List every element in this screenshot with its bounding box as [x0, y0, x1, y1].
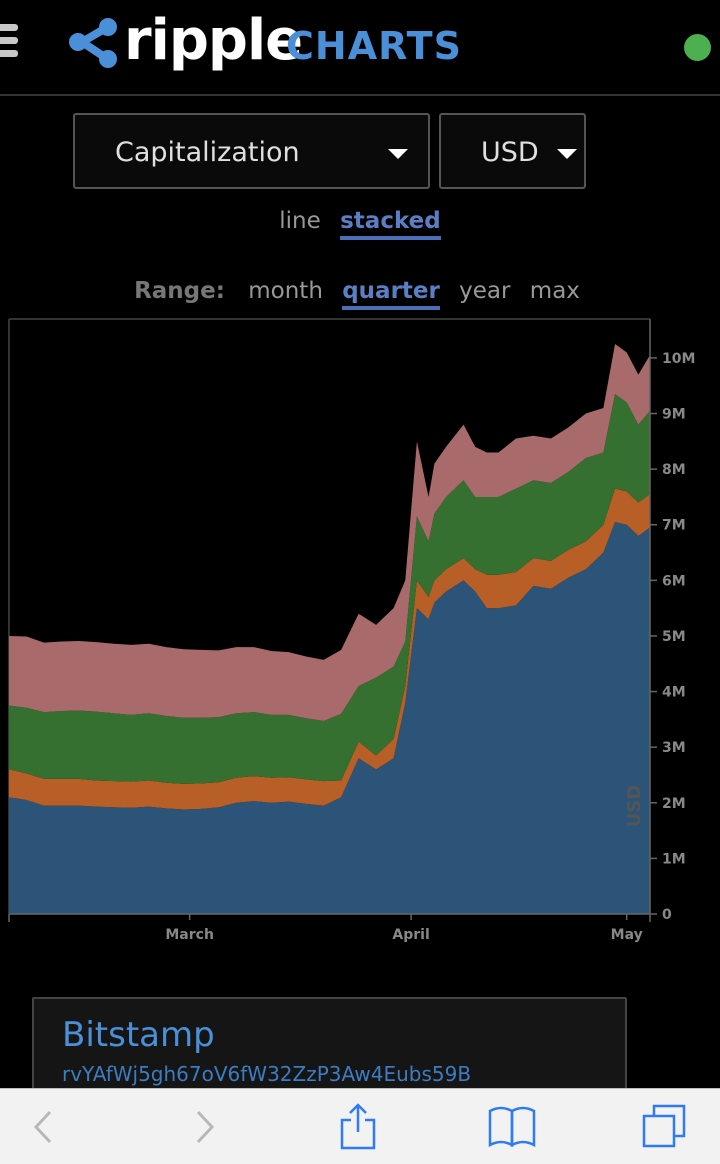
range-label: Range:: [134, 278, 225, 304]
series-area-1: [9, 521, 650, 914]
mode-line[interactable]: line: [279, 208, 321, 234]
metric-select[interactable]: Capitalization: [73, 113, 430, 189]
back-icon[interactable]: [14, 1089, 74, 1164]
bookmarks-icon[interactable]: [482, 1089, 542, 1164]
y-tick-label: 8M: [662, 462, 686, 478]
y-tick-label: 10M: [662, 351, 695, 367]
ripple-logo-icon: [69, 18, 117, 68]
range-month[interactable]: month: [248, 278, 323, 304]
x-tick-label: March: [165, 927, 214, 943]
y-tick-label: 3M: [662, 740, 686, 756]
y-tick-label: 9M: [662, 407, 686, 423]
hamburger-icon[interactable]: [0, 24, 18, 68]
browser-toolbar: [0, 1088, 720, 1164]
chart-svg: 0 1M 2M 3M 4M 5M 6M 7M 8M 9M 10M USD March April May: [8, 318, 695, 943]
range-year[interactable]: year: [459, 278, 511, 304]
share-icon[interactable]: [328, 1089, 388, 1164]
forward-icon[interactable]: [174, 1089, 234, 1164]
gateway-address[interactable]: rvYAfWj5gh67oV6fW32ZzP3Aw4Eubs59B: [62, 1062, 472, 1086]
y-tick-label: 7M: [662, 518, 686, 534]
series-area-3: [9, 394, 650, 784]
range-max[interactable]: max: [529, 278, 580, 304]
range-quarter[interactable]: quarter: [342, 278, 440, 310]
range-selector: Range: month quarter year max: [0, 278, 720, 310]
x-tick-label: May: [611, 927, 643, 943]
gateway-card[interactable]: Bitstamp rvYAfWj5gh67oV6fW32ZzP3Aw4Eubs5…: [32, 997, 627, 1097]
tabs-icon[interactable]: [634, 1089, 694, 1164]
chevron-down-icon: [557, 149, 577, 159]
mode-stacked[interactable]: stacked: [340, 208, 441, 240]
chart-mode-toggle: line stacked: [0, 208, 720, 240]
series-area-4: [9, 344, 650, 722]
y-tick-label: 6M: [662, 573, 686, 589]
brand-name: ripple: [124, 8, 303, 73]
capitalization-chart[interactable]: 0 1M 2M 3M 4M 5M 6M 7M 8M 9M 10M USD March April May: [0, 316, 720, 956]
y-tick-label: 2M: [662, 796, 686, 812]
y-tick-label: 5M: [662, 629, 686, 645]
app-header: ripple CHARTS: [0, 0, 720, 96]
y-tick-label: 0: [662, 907, 672, 923]
currency-select-value: USD: [481, 137, 539, 168]
status-indicator: [684, 34, 711, 61]
x-tick-label: April: [392, 927, 429, 943]
y-axis-title: USD: [624, 785, 645, 828]
currency-select[interactable]: USD: [439, 113, 586, 189]
y-tick-label: 4M: [662, 685, 686, 701]
y-tick-label: 1M: [662, 851, 686, 867]
gateway-name[interactable]: Bitstamp: [62, 1015, 215, 1055]
chevron-down-icon: [388, 149, 408, 159]
metric-select-value: Capitalization: [115, 137, 300, 168]
brand-suffix: CHARTS: [286, 24, 462, 68]
